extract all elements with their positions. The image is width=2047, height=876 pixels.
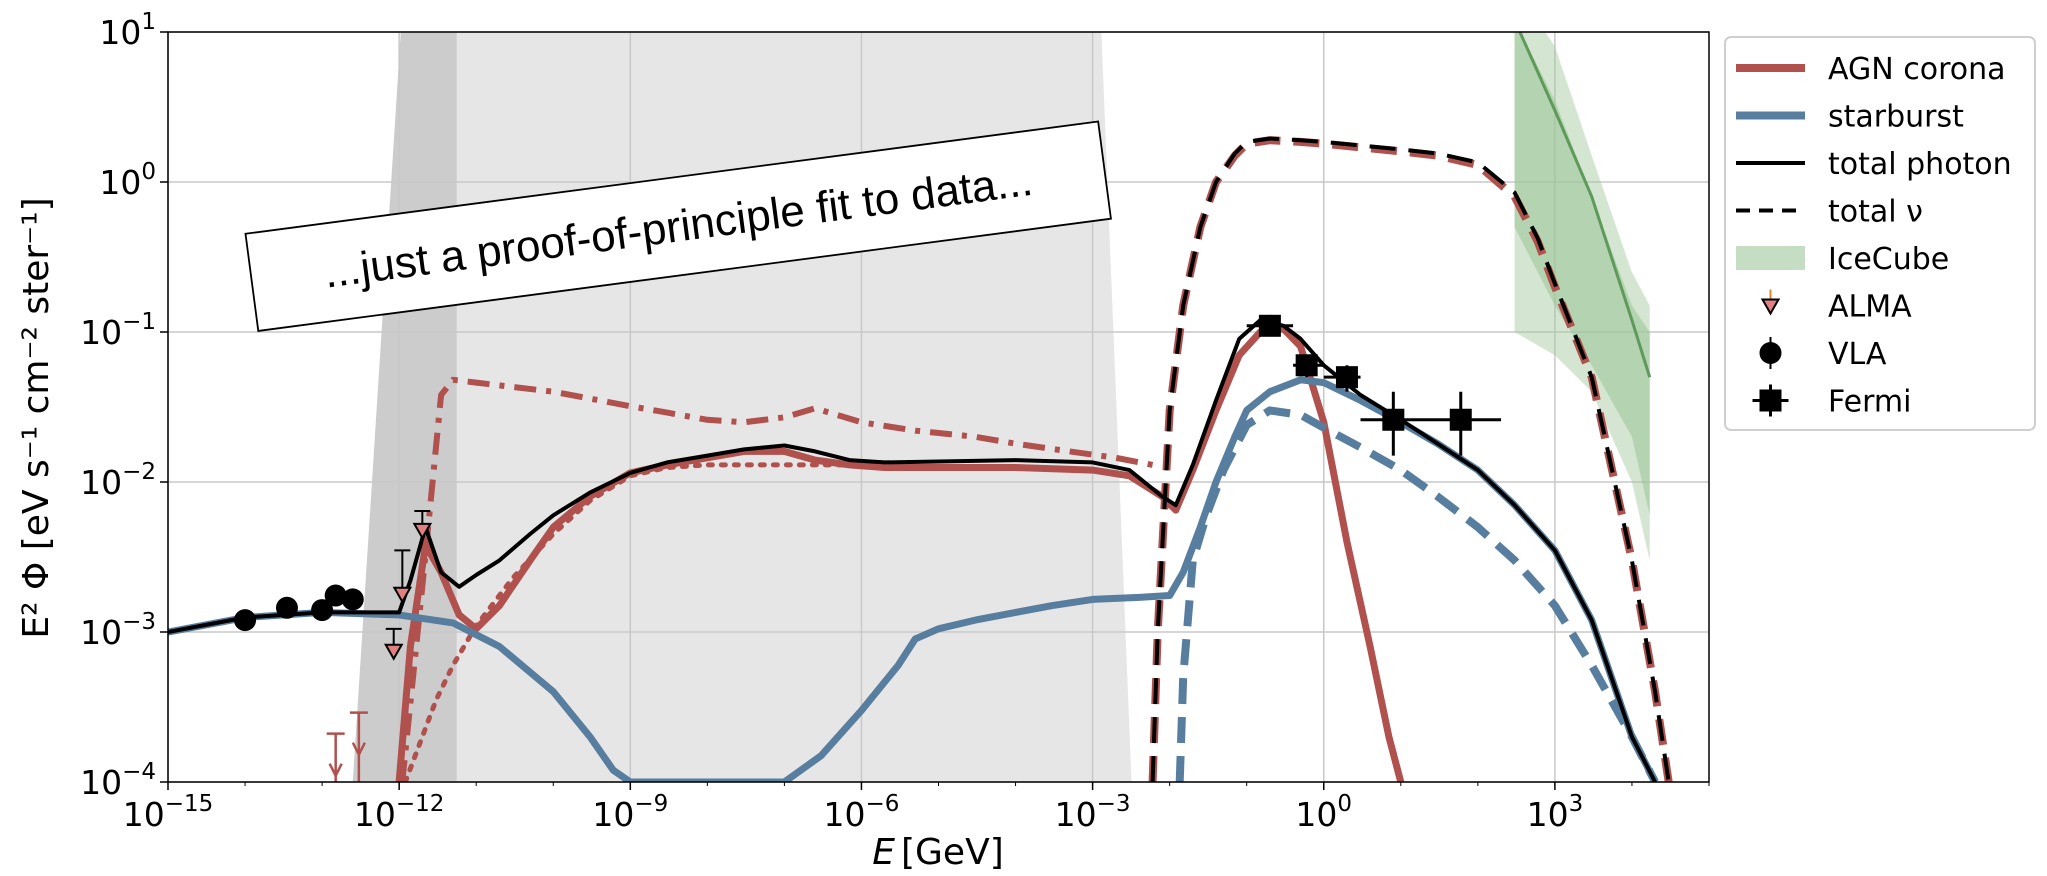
legend-label-0: AGN corona	[1828, 52, 2006, 87]
y-tick-label-2-exponent: −2	[122, 459, 156, 485]
y-tick-label-1-exponent: −3	[122, 609, 156, 635]
legend-label-5: ALMA	[1828, 290, 1912, 325]
curve-agn_dotted	[402, 462, 941, 782]
x-tick-label-3-base: 10	[823, 795, 865, 834]
x-tick-label-1-exponent: −12	[396, 791, 445, 817]
legend-label-1: starburst	[1828, 100, 1964, 135]
legend-label-7: Fermi	[1828, 385, 1911, 420]
x-tick-label-6-base: 10	[1527, 795, 1569, 834]
icecube-inner-band	[1514, 32, 1650, 516]
legend-label-3: total ν	[1828, 195, 1923, 230]
vla-point-1	[275, 596, 298, 619]
legend-swatch-7	[1759, 389, 1782, 412]
y-tick-label-1: 10−3	[80, 609, 156, 652]
x-tick-label-1: 10−12	[354, 791, 445, 834]
x-tick-label-2-exponent: −9	[634, 791, 668, 817]
y-tick-label-3-exponent: −1	[122, 309, 156, 335]
y-tick-label-5: 101	[99, 9, 156, 52]
y-tick-label-5-exponent: 1	[141, 9, 156, 35]
x-tick-label-6-exponent: 3	[1569, 791, 1584, 817]
x-tick-label-0: 10−15	[123, 791, 214, 834]
curve-total_nu	[1150, 136, 1671, 782]
y-tick-label-4: 100	[99, 159, 156, 202]
icecube-best-fit-line	[1518, 32, 1652, 378]
x-tick-label-1-base: 10	[354, 795, 396, 834]
curve-starburst_nu	[1175, 406, 1659, 782]
vla-point-0	[234, 609, 257, 632]
x-tick-label-0-exponent: −15	[165, 791, 214, 817]
upper-limit-arrow-0	[328, 763, 343, 779]
alma-point-0	[383, 643, 404, 661]
data-points	[234, 314, 1502, 782]
annotation-frame	[244, 120, 1112, 332]
y-tick-label-3-base: 10	[80, 313, 122, 352]
legend-label-4: IceCube	[1828, 242, 1949, 277]
y-tick-label-3: 10−1	[80, 309, 156, 352]
legend-label-6: VLA	[1828, 337, 1887, 372]
fermi-point-0	[1258, 314, 1281, 337]
fermi-point-3	[1382, 408, 1405, 431]
x-tick-label-5-base: 10	[1295, 795, 1337, 834]
legend-swatch-6	[1759, 342, 1782, 364]
y-tick-label-4-exponent: 0	[141, 159, 156, 185]
y-tick-label-1-base: 10	[80, 613, 122, 652]
legend-frame	[1724, 36, 2036, 431]
y-tick-label-2: 10−2	[80, 459, 156, 502]
x-tick-label-5-exponent: 0	[1337, 791, 1352, 817]
alma-point-1	[392, 586, 413, 604]
y-tick-label-0-base: 10	[80, 763, 122, 802]
y-tick-label-4-base: 10	[99, 163, 141, 202]
fermi-point-1	[1295, 354, 1318, 377]
alma-point-2	[412, 522, 433, 540]
vla-point-3	[324, 584, 347, 607]
x-axis-unit: [GeV]	[901, 832, 1004, 873]
x-axis-var: E	[872, 832, 895, 873]
axis-ticks: 10−15 10−12 10−9 10−6 10−3 100 10310−410−310−2…	[80, 9, 1710, 834]
icecube-band	[1514, 32, 1652, 561]
x-tick-label-3: 10−6	[823, 791, 899, 834]
curve-agn_photon	[395, 325, 1405, 782]
x-tick-label-0-base: 10	[123, 795, 165, 834]
y-axis-label: E² Φ [eV s⁻¹ cm⁻² ster⁻¹]	[16, 197, 57, 638]
vla-point-2	[311, 599, 334, 622]
vla-point-4	[341, 588, 364, 611]
legend-label-2: total photon	[1828, 147, 2012, 182]
y-tick-label-5-base: 10	[99, 13, 141, 52]
x-axis-label: E [GeV]	[872, 832, 1004, 873]
x-tick-label-4: 10−3	[1055, 791, 1131, 834]
y-tick-label-0: 10−4	[80, 759, 156, 802]
y-tick-label-0-exponent: −4	[122, 759, 156, 785]
fermi-point-4	[1449, 408, 1472, 431]
legend-swatch-5	[1760, 298, 1781, 316]
x-tick-label-2-base: 10	[592, 795, 634, 834]
fermi-point-2	[1335, 366, 1358, 389]
x-tick-label-6: 103	[1527, 791, 1584, 834]
x-tick-label-4-exponent: −3	[1097, 791, 1131, 817]
x-tick-label-4-base: 10	[1055, 795, 1097, 834]
legend-swatch-4	[1736, 246, 1805, 270]
upper-limit-arrow-1	[351, 742, 366, 758]
y-tick-label-2-base: 10	[80, 463, 122, 502]
x-tick-label-3-exponent: −6	[865, 791, 899, 817]
curve-agn_dashdot	[399, 376, 1154, 782]
legend: AGN corona starburst total photon total ν Ic…	[1724, 36, 2036, 431]
x-tick-label-2: 10−9	[592, 791, 668, 834]
x-tick-label-5: 100	[1295, 791, 1352, 834]
